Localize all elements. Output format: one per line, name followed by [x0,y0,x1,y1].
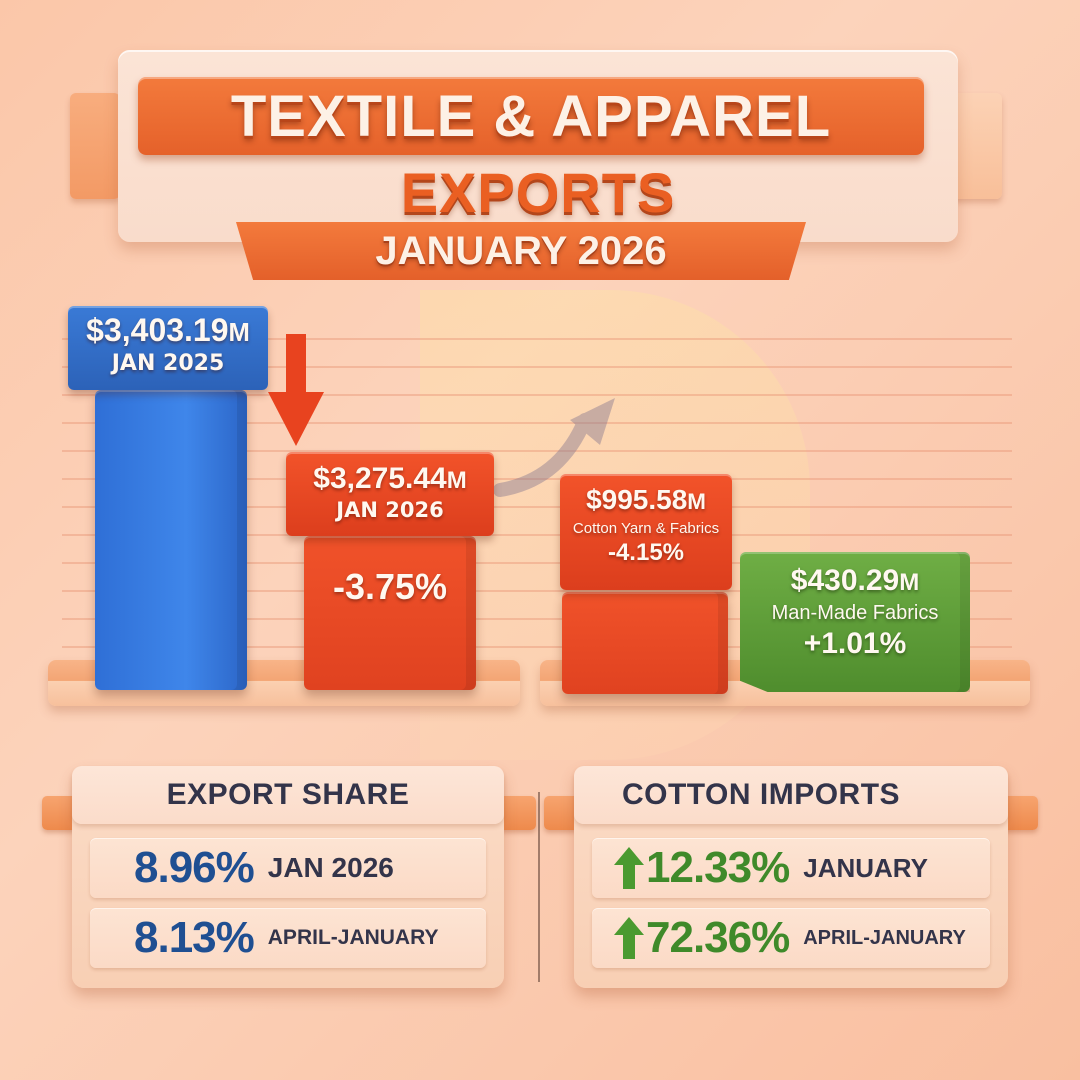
date-ribbon-label: JANUARY 2026 [375,228,667,273]
category-man-made-fabrics: Man-Made Fabrics [771,602,939,624]
header-wing-right [952,93,1002,199]
bar-jan-2025 [95,390,247,690]
export-share-value: 8.96% [134,843,255,892]
value-man-made-fabrics: $430.29M [790,564,920,597]
grid-line [62,534,1012,536]
arrow-up-icon [614,917,644,959]
value-cotton-yarn: $995.58M [586,484,706,515]
cotton-imports-label: APRIL-JANUARY [803,926,966,949]
export-share-header: EXPORT SHARE [72,766,504,824]
export-share-label: JAN 2026 [267,852,394,883]
change-jan-2026: -3.75% [332,566,448,607]
cotton-imports-title: COTTON IMPORTS [621,778,901,811]
label-man-made-fabrics: $430.29M Man-Made Fabrics +1.01% [740,552,970,661]
cotton-imports-label: JANUARY [803,852,928,883]
cotton-imports-row: 72.36% APRIL-JANUARY [592,908,990,968]
change-cotton-yarn: -4.15% [607,539,685,566]
grid-line [62,366,1012,368]
arrow-up-icon [614,847,644,889]
grid-line [62,450,1012,452]
value-jan-2025: $3,403.19M [86,312,250,348]
grid-line [62,562,1012,564]
grid-line [62,506,1012,508]
change-man-made-fabrics: +1.01% [803,627,907,660]
category-cotton-yarn: Cotton Yarn & Fabrics [572,520,720,537]
export-share-label: APRIL-JANUARY [267,926,439,949]
label-cotton-yarn: $995.58M Cotton Yarn & Fabrics -4.15% [560,474,732,590]
cotton-imports-value: 12.33% [646,843,790,892]
bar-cotton-yarn [562,592,728,694]
section-divider [538,792,540,982]
cotton-imports-value: 72.36% [646,913,790,962]
cotton-imports-row: 12.33% JANUARY [592,838,990,898]
cotton-imports-header: COTTON IMPORTS [574,766,1008,824]
grid-line [62,338,1012,340]
grid-line [62,590,1012,592]
export-share-card: EXPORT SHARE 8.96% JAN 2026 8.13% APRIL-… [72,766,504,988]
period-jan-2025: JAN 2025 [111,351,225,376]
label-jan-2026: $3,275.44M JAN 2026 [286,452,494,536]
grid-line [62,394,1012,396]
value-jan-2026: $3,275.44M [313,462,467,495]
arrow-down-icon [268,334,324,446]
grid-line [62,422,1012,424]
date-ribbon: JANUARY 2026 [236,222,806,280]
page-title: TEXTILE & APPAREL [230,83,832,149]
chart-grid [62,338,1012,668]
curved-arrow-icon [493,398,615,497]
grid-line [62,618,1012,620]
export-share-row: 8.13% APRIL-JANUARY [90,908,486,968]
export-share-row: 8.96% JAN 2026 [90,838,486,898]
title-bar: TEXTILE & APPAREL [138,77,924,155]
grid-line [62,646,1012,648]
bar-jan-2026: -3.75% [304,536,476,690]
cotton-imports-card: COTTON IMPORTS 12.33% JANUARY 72.36% APR… [574,766,1008,988]
label-jan-2025: $3,403.19M JAN 2025 [68,306,268,390]
header-wing-left [70,93,120,199]
export-share-title: EXPORT SHARE [166,778,410,811]
bar-man-made-fabrics: $430.29M Man-Made Fabrics +1.01% [740,552,970,692]
grid-line [62,478,1012,480]
export-share-value: 8.13% [134,913,255,962]
page-subtitle: EXPORTS [400,161,676,224]
period-jan-2026: JAN 2026 [336,498,444,522]
